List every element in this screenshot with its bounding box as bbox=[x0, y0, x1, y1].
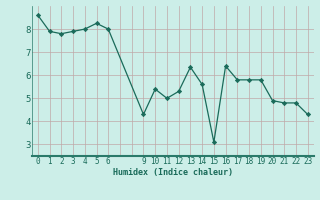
X-axis label: Humidex (Indice chaleur): Humidex (Indice chaleur) bbox=[113, 168, 233, 177]
